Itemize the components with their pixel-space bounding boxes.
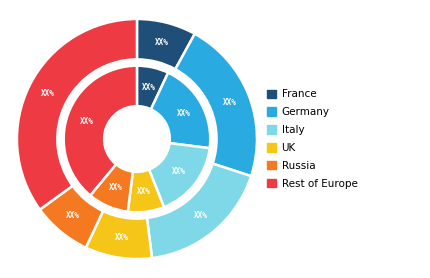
Wedge shape [90,164,133,212]
Wedge shape [149,143,210,207]
Wedge shape [17,19,137,210]
Wedge shape [128,170,164,212]
Text: XX%: XX% [41,89,55,98]
Text: XX%: XX% [141,83,156,92]
Wedge shape [86,211,152,259]
Wedge shape [64,66,137,195]
Text: XX%: XX% [137,187,150,196]
Text: XX%: XX% [66,211,80,220]
Text: XX%: XX% [155,38,169,47]
Text: XX%: XX% [194,211,208,220]
Text: XX%: XX% [223,98,237,107]
Wedge shape [151,73,210,148]
Wedge shape [137,66,168,109]
Legend: France, Germany, Italy, UK, Russia, Rest of Europe: France, Germany, Italy, UK, Russia, Rest… [267,90,357,188]
Wedge shape [137,19,195,69]
Text: XX%: XX% [177,109,190,118]
Text: XX%: XX% [80,116,94,126]
Text: XX%: XX% [172,167,186,176]
Wedge shape [40,186,103,248]
Text: XX%: XX% [109,183,123,192]
Text: XX%: XX% [114,233,128,242]
Wedge shape [147,163,251,258]
Wedge shape [175,34,257,176]
